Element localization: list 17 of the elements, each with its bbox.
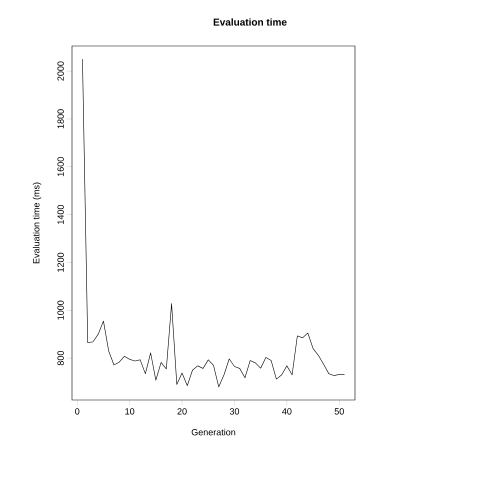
x-tick-label: 0 — [75, 408, 80, 415]
y-tick-label: 1400 — [57, 204, 64, 224]
y-tick-label: 1600 — [57, 157, 64, 176]
x-axis-title: Generation — [192, 428, 236, 436]
x-tick-label: 50 — [334, 408, 344, 415]
x-tick-label: 20 — [178, 408, 187, 415]
line-series — [82, 58, 345, 388]
y-tick-label: 2000 — [57, 61, 64, 81]
x-tick-label: 10 — [125, 408, 134, 415]
y-tick-label: 800 — [57, 350, 64, 366]
y-tick-label: 1200 — [57, 252, 64, 272]
y-tick-label: 1000 — [57, 300, 64, 320]
x-tick-label: 40 — [282, 408, 292, 415]
y-tick-label: 1800 — [57, 109, 64, 128]
y-axis-title: Evaluation time (ms) — [32, 182, 42, 264]
x-tick-label: 30 — [230, 408, 240, 415]
chart-title: Evaluation time — [214, 18, 287, 26]
